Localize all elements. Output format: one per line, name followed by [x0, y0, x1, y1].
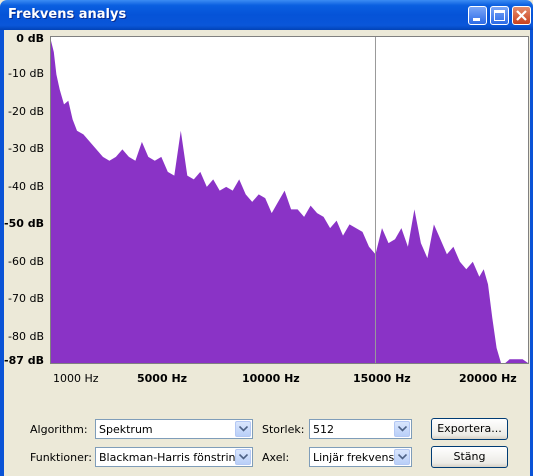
y-tick-label: -70 dB [8, 292, 44, 306]
window-border-right [530, 30, 533, 476]
y-tick-label: -20 dB [8, 104, 44, 118]
y-tick-label: -40 dB [8, 179, 44, 193]
spectrum-area [51, 40, 528, 363]
x-tick-label: 10000 Hz [242, 372, 300, 385]
chevron-down-icon [239, 426, 248, 432]
x-tick-label: 15000 Hz [353, 372, 411, 385]
chevron-down-icon [398, 426, 407, 432]
export-button[interactable]: Exportera... [431, 418, 508, 440]
axis-dropdown-button[interactable] [394, 449, 410, 465]
axis-label: Axel: [262, 451, 290, 464]
close-window-button[interactable] [512, 6, 531, 25]
title-bar[interactable]: Frekvens analys [0, 0, 533, 30]
window-title: Frekvens analys [8, 7, 127, 22]
spectrum-chart [51, 37, 528, 363]
minimize-button[interactable] [468, 6, 487, 25]
algorithm-dropdown-button[interactable] [235, 421, 251, 437]
minimize-icon [473, 18, 480, 21]
maximize-icon [494, 10, 505, 21]
chevron-down-icon [239, 454, 248, 460]
y-tick-label: -87 dB [4, 354, 44, 367]
chevron-down-icon [398, 454, 407, 460]
spectrum-plot[interactable] [50, 36, 529, 364]
functions-label: Funktioner: [30, 451, 92, 464]
axis-value: Linjär frekvens [313, 451, 395, 464]
maximize-button[interactable] [490, 6, 509, 25]
y-tick-label: -60 dB [8, 254, 44, 268]
functions-value: Blackman-Harris fönstring [99, 451, 243, 464]
size-label: Storlek: [262, 423, 305, 436]
functions-select[interactable]: Blackman-Harris fönstring [95, 447, 253, 467]
y-tick-label: -10 dB [8, 67, 44, 81]
size-dropdown-button[interactable] [394, 421, 410, 437]
y-tick-label: -30 dB [8, 142, 44, 156]
window-border-left [0, 30, 4, 476]
axis-select[interactable]: Linjär frekvens [309, 447, 412, 467]
y-tick-label: 0 dB [16, 32, 44, 45]
size-select[interactable]: 512 [309, 419, 412, 439]
algorithm-select[interactable]: Spektrum [95, 419, 253, 439]
y-tick-label: -50 dB [4, 217, 44, 231]
close-button[interactable]: Stäng [431, 446, 508, 468]
y-tick-label: -80 dB [8, 329, 44, 343]
algorithm-value: Spektrum [99, 423, 153, 436]
x-tick-label: 5000 Hz [137, 372, 188, 385]
size-value: 512 [313, 423, 334, 436]
close-icon [516, 10, 527, 21]
x-tick-label: 20000 Hz [459, 372, 517, 385]
functions-dropdown-button[interactable] [235, 449, 251, 465]
x-tick-label: 1000 Hz [53, 372, 99, 385]
algorithm-label: Algorithm: [30, 423, 88, 436]
